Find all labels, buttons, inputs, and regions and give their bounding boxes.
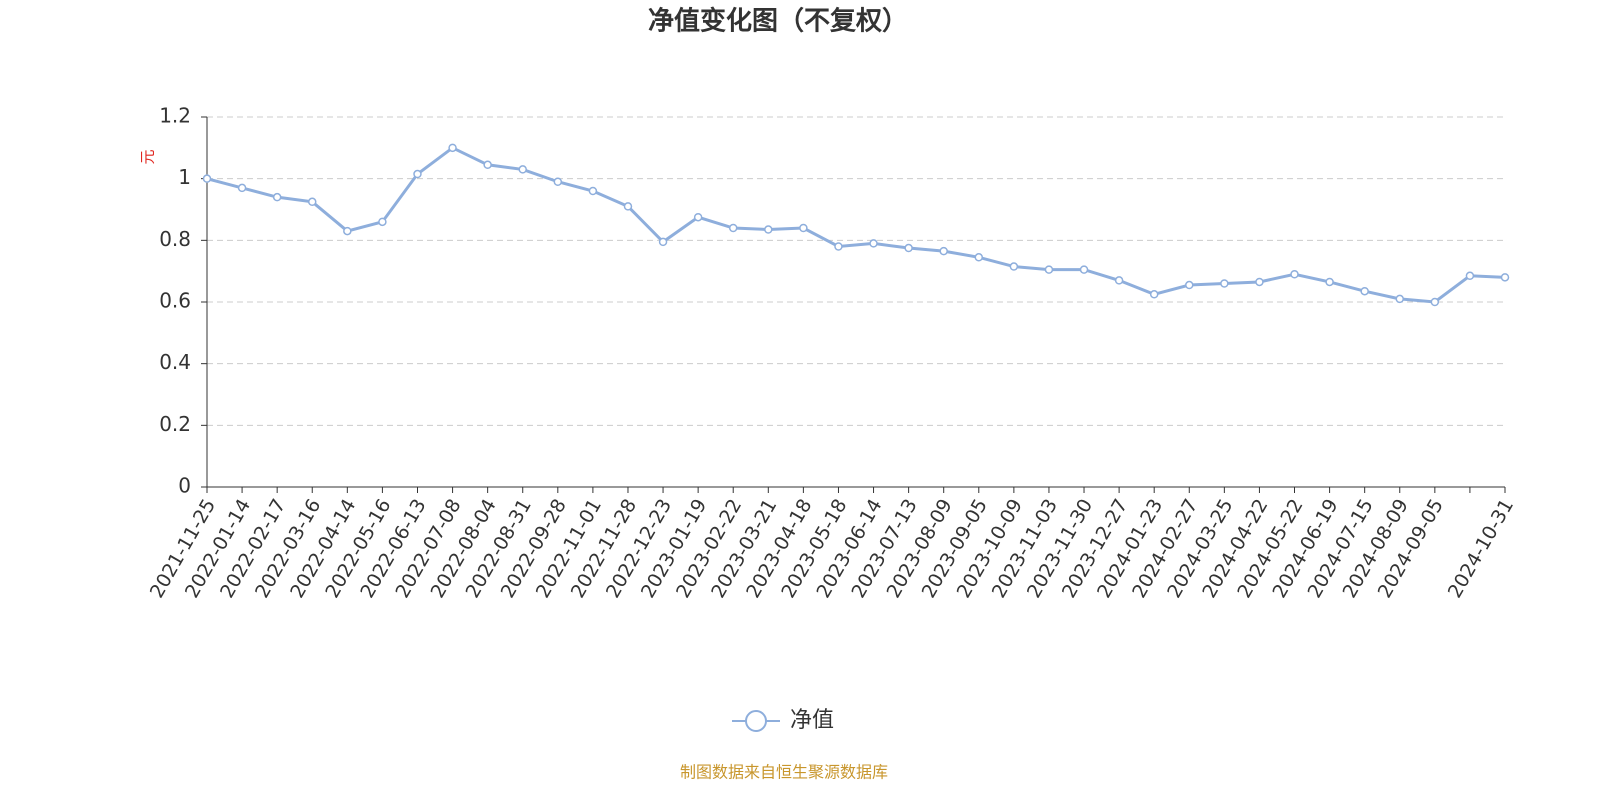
data-point — [413, 169, 422, 179]
data-point — [1185, 280, 1194, 290]
data-point — [1395, 294, 1405, 304]
y-tick-label: 0.6 — [159, 289, 191, 313]
data-point — [483, 160, 492, 170]
data-point — [588, 186, 598, 196]
data-point — [974, 253, 984, 262]
data-point — [272, 192, 282, 202]
data-point — [1290, 270, 1299, 279]
data-point — [237, 183, 247, 193]
data-point — [307, 197, 317, 207]
y-tick-label: 0.8 — [159, 227, 191, 251]
data-point — [1500, 273, 1510, 282]
source-note: 制图数据来自恒生聚源数据库 — [680, 763, 888, 782]
data-point — [343, 226, 352, 236]
y-axis-label: 元 — [139, 149, 157, 164]
data-point — [518, 165, 527, 174]
data-point — [448, 143, 457, 153]
series-line — [206, 146, 1506, 304]
data-point — [834, 242, 843, 251]
x-tick-label: 2024-10-31 — [1444, 495, 1518, 602]
data-point — [553, 177, 563, 186]
data-point — [202, 174, 212, 183]
data-point — [1430, 297, 1440, 307]
data-point — [799, 223, 808, 233]
y-tick-label: 1.2 — [159, 104, 191, 128]
data-point — [1325, 277, 1334, 287]
data-point — [693, 212, 703, 222]
data-point — [378, 217, 387, 227]
data-point — [728, 223, 738, 233]
y-tick-label: 0.2 — [159, 412, 191, 436]
y-tick-label: 0.4 — [159, 350, 191, 374]
data-point — [764, 225, 773, 234]
data-point — [1079, 265, 1089, 274]
data-point — [1114, 276, 1124, 285]
data-point — [658, 237, 668, 247]
legend-marker — [745, 710, 767, 732]
y-tick-label: 1 — [178, 165, 191, 189]
data-point — [1009, 262, 1019, 271]
data-point — [1220, 279, 1229, 288]
data-point — [1044, 265, 1054, 274]
data-point — [1149, 290, 1159, 299]
y-tick-label: 0 — [178, 474, 191, 498]
data-point — [904, 243, 913, 253]
data-point — [1360, 286, 1369, 296]
data-point — [1465, 271, 1475, 281]
chart-title: 净值变化图（不复权） — [648, 6, 908, 37]
legend-label: 净值 — [790, 708, 834, 733]
data-point — [939, 246, 948, 256]
data-point — [1255, 277, 1264, 287]
data-point — [869, 239, 878, 248]
data-point — [623, 202, 633, 211]
